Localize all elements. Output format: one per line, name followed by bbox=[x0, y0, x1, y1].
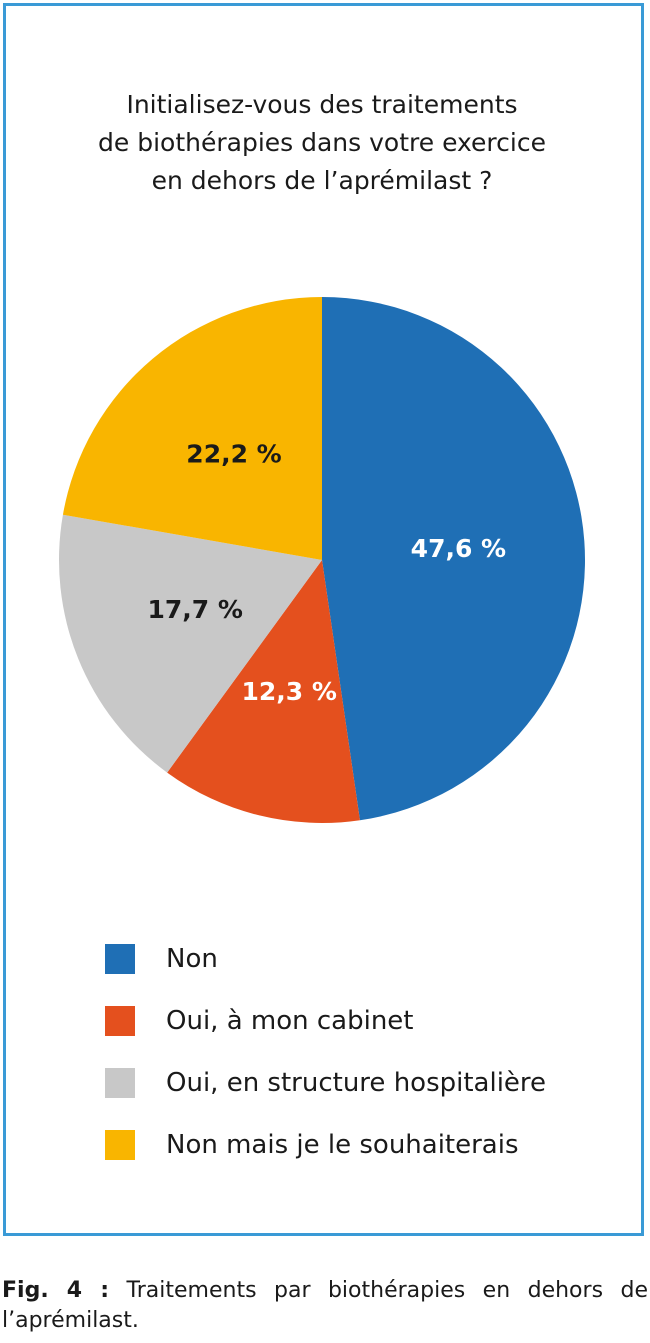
legend-label: Oui, en structure hospitalière bbox=[166, 1068, 547, 1098]
pie-slice bbox=[322, 297, 586, 821]
pie-slice bbox=[58, 514, 323, 773]
legend-swatch bbox=[105, 1006, 135, 1036]
legend-label: Oui, à mon cabinet bbox=[166, 1006, 414, 1036]
data-label: 47,6 % bbox=[411, 534, 506, 563]
data-label: 12,3 % bbox=[241, 677, 336, 706]
legend-item: Non mais je le souhaiterais bbox=[105, 1114, 546, 1176]
legend-swatch bbox=[105, 944, 135, 974]
legend-item: Oui, en structure hospitalière bbox=[105, 1052, 546, 1114]
frame bbox=[3, 3, 644, 1236]
legend-swatch bbox=[105, 1130, 135, 1160]
legend: Non Oui, à mon cabinet Oui, en structure h… bbox=[105, 928, 546, 1176]
pie-slice bbox=[167, 560, 360, 823]
pie-slice bbox=[62, 297, 323, 560]
caption-text: Traitements par biothérapies en dehors d… bbox=[2, 1278, 648, 1333]
pie-chart: 47,6 % 12,3 % 17,7 % 22,2 % bbox=[58, 297, 586, 823]
data-label: 17,7 % bbox=[147, 595, 242, 624]
caption-label: Fig. 4 : bbox=[2, 1278, 110, 1303]
data-label: 22,2 % bbox=[186, 439, 281, 468]
legend-swatch bbox=[105, 1068, 135, 1098]
legend-label: Non bbox=[166, 944, 218, 974]
chart-title: Initialisez-vous des traitements de biot… bbox=[98, 90, 546, 195]
legend-item: Oui, à mon cabinet bbox=[105, 990, 546, 1052]
legend-label: Non mais je le souhaiterais bbox=[166, 1130, 519, 1160]
legend-item: Non bbox=[105, 928, 546, 990]
caption: Fig. 4 : Traitements par biothérapies en… bbox=[2, 1276, 648, 1336]
